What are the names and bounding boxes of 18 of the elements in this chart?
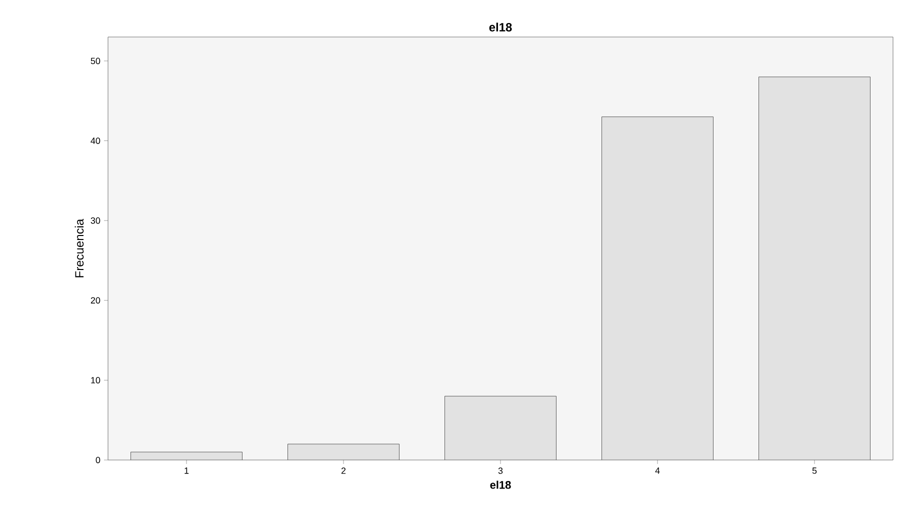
y-tick-label: 20 [90, 297, 100, 304]
y-tick-label: 10 [91, 377, 100, 384]
y-tick-label: 0 [96, 456, 100, 464]
y-tick-label: 30 [90, 217, 100, 224]
x-axis-title: el18 [490, 480, 511, 489]
x-tick-label: 4 [655, 468, 660, 474]
x-tick-label: 3 [498, 468, 503, 474]
bar [602, 116, 714, 460]
y-tick-label: 40 [90, 138, 100, 144]
bar [444, 396, 556, 460]
chart-title: el18 [489, 22, 512, 32]
bar [288, 444, 400, 460]
x-tick-label: 5 [812, 468, 817, 474]
bar [758, 76, 870, 460]
y-axis-title: Frecuencia [74, 218, 84, 278]
x-tick-label: 2 [341, 468, 346, 474]
x-tick-label: 1 [184, 468, 189, 474]
y-tick-label: 50 [90, 58, 100, 64]
